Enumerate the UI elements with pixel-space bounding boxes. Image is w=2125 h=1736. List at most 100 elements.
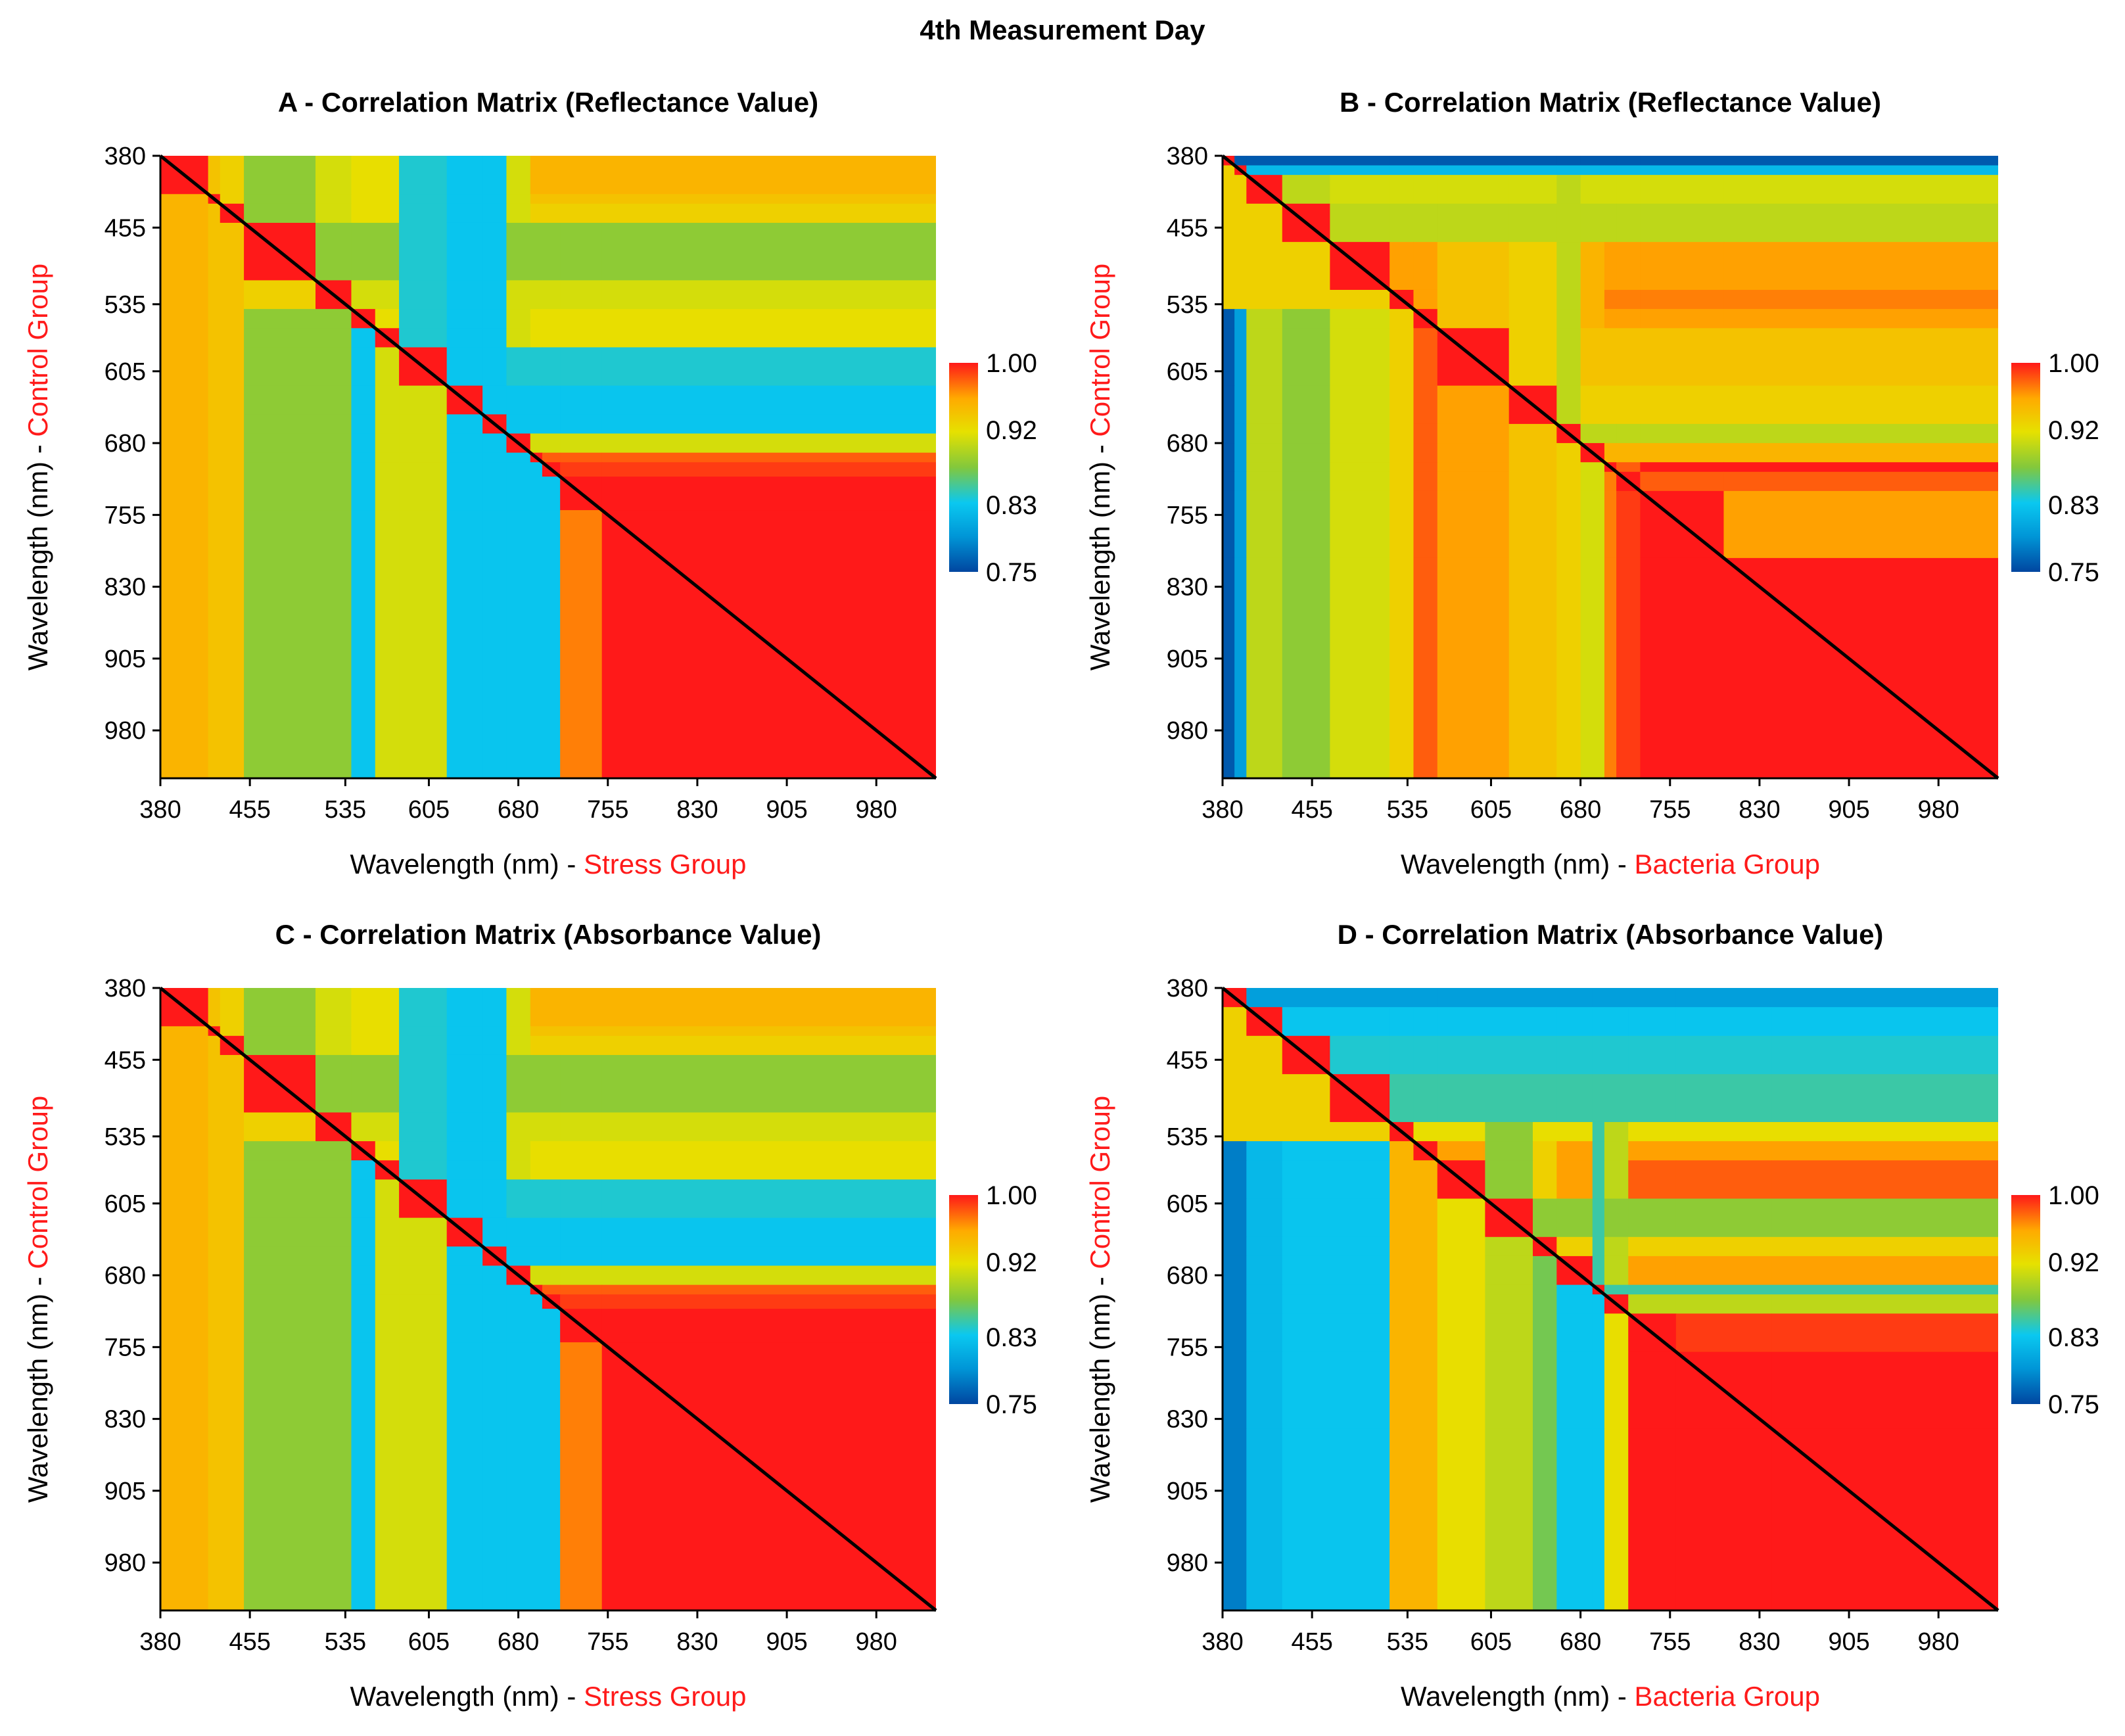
- heatmap-cell: [530, 203, 543, 223]
- y-tick-label: 380: [105, 975, 146, 1002]
- heatmap-cell: [1485, 1428, 1533, 1610]
- colorbar: [949, 363, 978, 572]
- heatmap-cell: [208, 1342, 221, 1610]
- heatmap-cell: [1282, 1236, 1330, 1257]
- heatmap-cell: [542, 1112, 561, 1142]
- heatmap-cell: [1675, 1236, 1772, 1257]
- y-tick-label: 755: [105, 1334, 146, 1361]
- heatmap-cell: [208, 1141, 221, 1161]
- heatmap-cell: [446, 1035, 483, 1056]
- heatmap-cell: [1580, 328, 1605, 387]
- heatmap-cell: [160, 1217, 209, 1247]
- heatmap-cell: [1413, 156, 1438, 166]
- heatmap-cell: [220, 462, 245, 477]
- heatmap-cell: [446, 510, 483, 778]
- heatmap-cell: [1246, 462, 1283, 473]
- heatmap-cell: [375, 1342, 400, 1610]
- heatmap-cell: [542, 1217, 561, 1247]
- heatmap-cell: [375, 156, 400, 195]
- heatmap-cell: [1604, 423, 1617, 444]
- y-tick-label: 980: [1167, 717, 1208, 745]
- heatmap-cell: [1616, 328, 1641, 387]
- heatmap-cell: [1640, 175, 1725, 204]
- heatmap-cell: [1389, 1284, 1414, 1295]
- heatmap-cell: [1223, 289, 1235, 310]
- heatmap-cell: [1246, 1284, 1283, 1295]
- heatmap-cell: [160, 347, 209, 387]
- heatmap-cell: [1723, 328, 1998, 387]
- heatmap-cell: [601, 1179, 936, 1219]
- heatmap-cell: [542, 1054, 561, 1113]
- x-tick-label: 380: [139, 1628, 181, 1656]
- heatmap-cell: [1330, 490, 1390, 559]
- heatmap-cell: [160, 1179, 209, 1219]
- heatmap-cell: [1413, 165, 1438, 176]
- heatmap-cell: [1413, 1198, 1438, 1238]
- heatmap-cell: [1556, 309, 1581, 329]
- heatmap-cell: [351, 385, 376, 415]
- heatmap-cell: [506, 1026, 531, 1037]
- y-tick-label: 755: [1167, 1334, 1208, 1361]
- heatmap-cell: [1592, 1007, 1605, 1037]
- heatmap-cell: [1282, 309, 1330, 329]
- heatmap-cell: [1234, 309, 1247, 329]
- heatmap-cell: [351, 280, 376, 310]
- heatmap-cell: [351, 1342, 376, 1610]
- heatmap-cell: [399, 1035, 448, 1056]
- heatmap-cell: [1330, 289, 1390, 310]
- heatmap-cell: [315, 1265, 352, 1286]
- heatmap-cell: [1437, 1313, 1485, 1353]
- heatmap-cell: [446, 328, 483, 348]
- heatmap-cell: [601, 1054, 936, 1113]
- heatmap-cell: [1234, 203, 1247, 243]
- heatmap-cell: [399, 1342, 448, 1610]
- heatmap-cell: [160, 462, 209, 477]
- heatmap-cell: [160, 1112, 209, 1142]
- heatmap-cell: [220, 1026, 245, 1037]
- x-tick-label: 455: [229, 1628, 270, 1656]
- heatmap-cell: [208, 510, 221, 778]
- y-tick-label: 905: [105, 645, 146, 673]
- heatmap-cell: [1580, 165, 1605, 176]
- heatmap-cell: [1628, 1141, 1677, 1161]
- heatmap-cell: [1413, 175, 1438, 204]
- heatmap-cell: [601, 1294, 936, 1309]
- heatmap-cell: [1223, 242, 1235, 291]
- heatmap-cell: [506, 309, 531, 329]
- heatmap-cell: [542, 222, 561, 281]
- heatmap-cell: [1604, 1313, 1629, 1353]
- heatmap-cell: [1234, 289, 1247, 310]
- heatmap-cell: [560, 1179, 603, 1219]
- heatmap-cell: [530, 477, 543, 511]
- heatmap-cell: [1282, 1007, 1330, 1037]
- heatmap-cell: [1723, 471, 1998, 492]
- heatmap-cell: [506, 1160, 531, 1180]
- heatmap-cell: [1508, 490, 1557, 559]
- heatmap-cell: [446, 477, 483, 511]
- heatmap-cell: [1413, 289, 1438, 310]
- heatmap-cell: [1437, 289, 1510, 310]
- heatmap-cell: [399, 510, 448, 778]
- heatmap-cell: [1437, 1351, 1485, 1429]
- heatmap-cell: [1437, 1255, 1485, 1286]
- heatmap-cell: [1485, 1255, 1533, 1286]
- colorbar-tick-label: 1.00: [986, 1181, 1037, 1210]
- heatmap-cell: [506, 1342, 531, 1610]
- heatmap-cell: [1330, 328, 1390, 387]
- heatmap-cell: [446, 1141, 483, 1161]
- heatmap-cell: [482, 1309, 507, 1343]
- heatmap-cell: [1640, 423, 1725, 444]
- colorbar-tick-label: 0.75: [2048, 558, 2099, 587]
- heatmap-cell: [560, 1284, 603, 1295]
- colorbar-tick-label: 0.75: [986, 1390, 1037, 1419]
- heatmap-cell: [1771, 1236, 1998, 1257]
- heatmap-cell: [1246, 443, 1283, 463]
- heatmap-cell: [506, 414, 531, 434]
- heatmap-cell: [244, 1112, 316, 1142]
- heatmap-cell: [542, 385, 561, 415]
- heatmap-cell: [1508, 328, 1557, 387]
- heatmap-cell: [506, 280, 531, 310]
- heatmap-cell: [244, 1035, 316, 1056]
- heatmap-cell: [220, 1160, 245, 1180]
- heatmap-cell: [542, 1284, 561, 1295]
